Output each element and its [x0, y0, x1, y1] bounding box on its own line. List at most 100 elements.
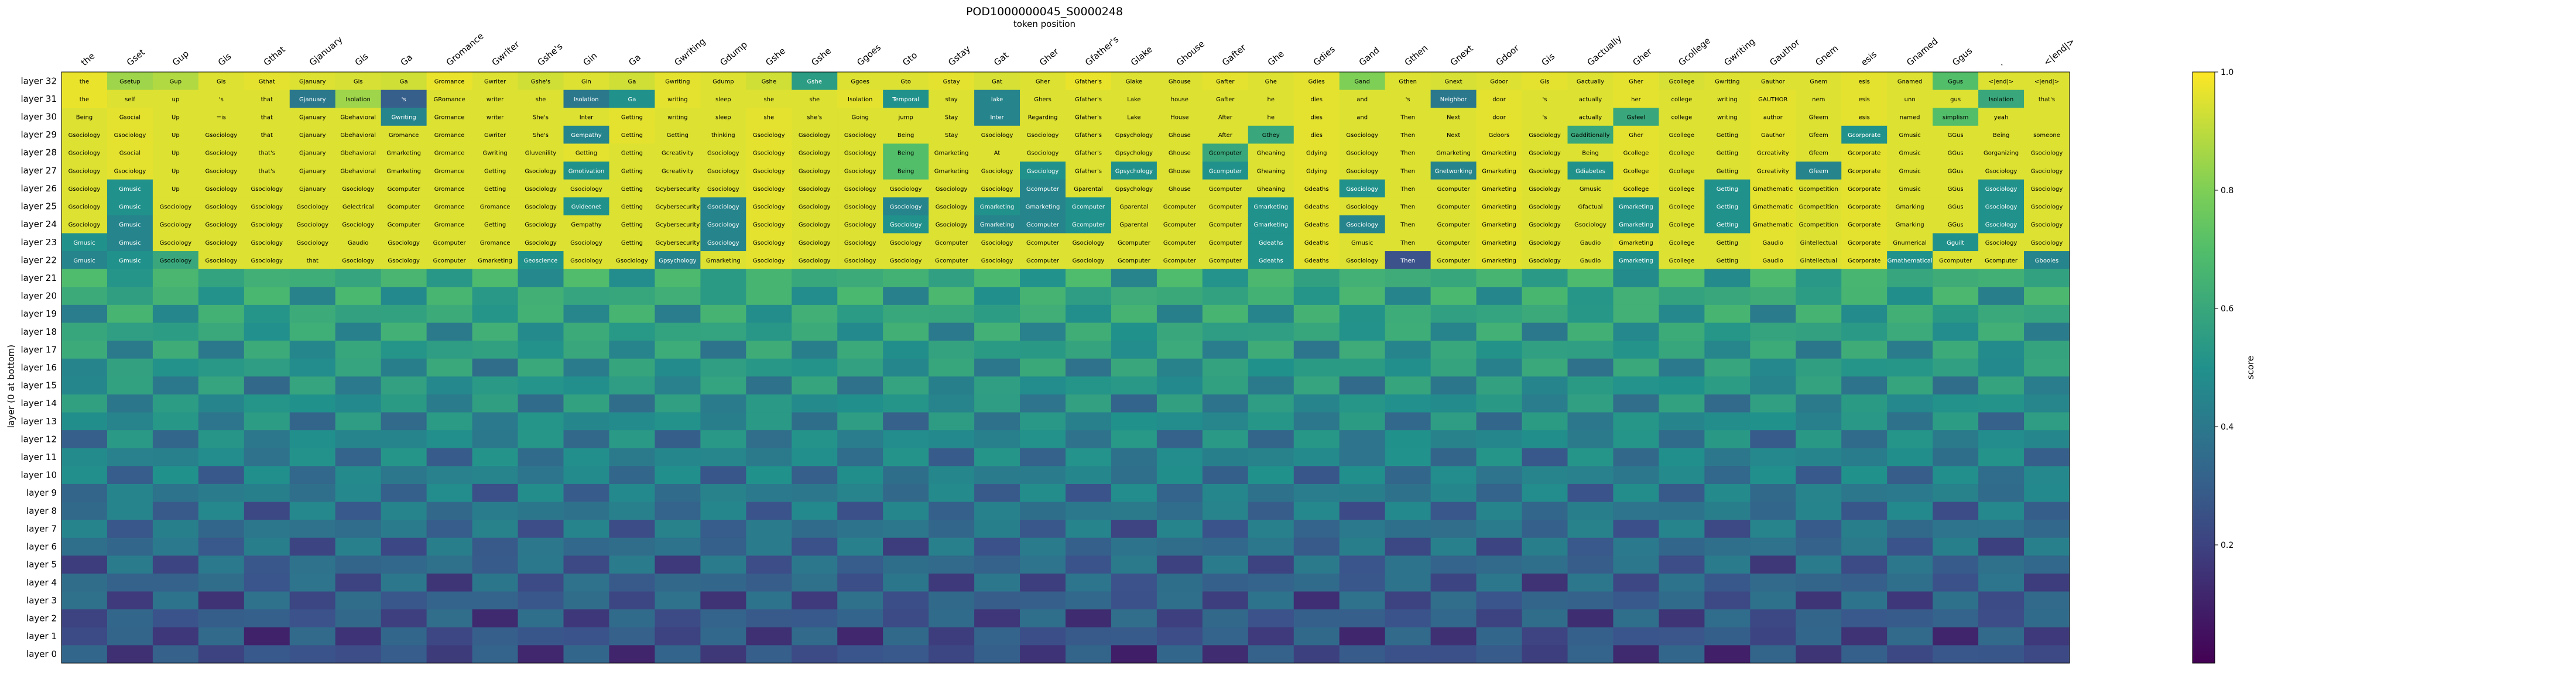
heatmap-cell — [1613, 466, 1659, 485]
cell-label: Gmusic — [1351, 240, 1373, 246]
heatmap-cell — [1933, 609, 1979, 628]
heatmap-cell — [746, 520, 792, 538]
heatmap-cell — [837, 466, 883, 485]
heatmap-cell — [883, 90, 929, 108]
cell-label: Gsociology — [251, 240, 283, 246]
heatmap-cell — [974, 483, 1020, 503]
heatmap-cell — [1887, 609, 1933, 628]
heatmap-cell — [1978, 483, 2025, 503]
heatmap-cell — [1156, 215, 1203, 234]
heatmap-cell — [244, 179, 290, 198]
cell-label: Gmarketing — [1619, 204, 1653, 211]
heatmap-cell — [1066, 304, 1112, 323]
heatmap-cell — [1887, 573, 1933, 592]
heatmap-cell — [1841, 125, 1888, 144]
heatmap-cell — [1659, 90, 1705, 108]
heatmap-cell — [929, 502, 975, 520]
heatmap-cell — [1476, 502, 1523, 520]
heatmap-cell — [152, 304, 199, 323]
heatmap-cell — [974, 358, 1020, 377]
heatmap-cell — [1978, 520, 2025, 538]
heatmap-cell — [518, 304, 564, 323]
heatmap-cell — [335, 591, 382, 610]
cell-label: Gjanuary — [299, 132, 326, 139]
heatmap-cell — [655, 609, 701, 628]
heatmap-cell — [929, 645, 975, 664]
heatmap-cell — [700, 90, 746, 108]
x-tick-label: Gjanuary — [307, 34, 345, 68]
heatmap-cell — [1659, 143, 1705, 162]
heatmap-cell — [198, 72, 245, 91]
heatmap-cell — [1339, 609, 1386, 628]
heatmap-cell — [1293, 412, 1340, 431]
cell-label: Gsociology — [251, 222, 283, 228]
heatmap-cell — [1385, 376, 1431, 395]
cell-label: Gdeaths — [1304, 222, 1329, 228]
heatmap-cell — [1978, 627, 2025, 646]
heatmap-cell — [518, 341, 564, 359]
heatmap-cell — [1202, 179, 1249, 198]
heatmap-cell — [837, 358, 883, 377]
heatmap-cell — [1522, 179, 1568, 198]
cell-label: 's — [402, 97, 406, 103]
colorbar-label: score — [2245, 356, 2256, 379]
cell-label: house — [1171, 97, 1188, 103]
heatmap-cell — [883, 143, 929, 162]
heatmap-cell — [929, 72, 975, 91]
heatmap-cell — [1476, 322, 1523, 341]
heatmap-cell — [883, 591, 929, 610]
heatmap-cell — [1613, 90, 1659, 108]
cell-label: Gmarketing — [934, 168, 969, 174]
cell-label: At — [994, 150, 1001, 157]
heatmap-cell — [792, 627, 838, 646]
heatmap-cell — [974, 341, 1020, 359]
cell-label: Gis — [354, 78, 363, 85]
heatmap-cell — [472, 269, 519, 287]
heatmap-cell — [1156, 90, 1203, 108]
heatmap-cell — [1522, 287, 1568, 306]
heatmap-cell — [563, 483, 609, 503]
heatmap-cell — [1339, 72, 1386, 91]
heatmap-cell — [1613, 233, 1659, 252]
heatmap-cell — [792, 125, 838, 144]
heatmap-cell — [1613, 251, 1659, 270]
heatmap-cell — [335, 466, 382, 485]
heatmap-cell — [1659, 162, 1705, 180]
x-tick-label: Gnamed — [1904, 36, 1940, 68]
heatmap-cell — [1704, 412, 1751, 431]
heatmap-cell — [1887, 233, 1933, 252]
heatmap-cell — [1933, 322, 1979, 341]
heatmap-cell — [1156, 358, 1203, 377]
heatmap-cell — [61, 125, 108, 144]
heatmap-cell — [1293, 645, 1340, 664]
cell-label: Gcreativity — [1757, 168, 1789, 174]
heatmap-cell — [1248, 304, 1294, 323]
cell-label: Gsociology — [525, 222, 557, 228]
heatmap-cell — [426, 394, 473, 413]
cell-label: Gmarketing — [1619, 258, 1653, 264]
cell-label: Gcomputer — [1209, 240, 1242, 246]
cell-label: Gcomputer — [1437, 240, 1471, 246]
cell-label: GGus — [1948, 168, 1964, 174]
heatmap-cell — [426, 72, 473, 91]
cell-label: Getting — [484, 222, 506, 228]
heatmap-cell — [1750, 162, 1796, 180]
heatmap-cell — [1978, 358, 2025, 377]
heatmap-cell — [837, 591, 883, 610]
cell-label: Gsociology — [525, 204, 557, 211]
heatmap-cell — [563, 143, 609, 162]
heatmap-cell — [1704, 269, 1751, 287]
heatmap-cell — [792, 341, 838, 359]
cell-label: Gjanuary — [299, 97, 326, 103]
heatmap-cell — [1339, 376, 1386, 395]
heatmap-cell — [61, 520, 108, 538]
cell-label: Gsociology — [160, 222, 192, 228]
heatmap-cell — [1430, 466, 1477, 485]
heatmap-cell — [426, 233, 473, 252]
heatmap-cell — [746, 555, 792, 574]
heatmap-cell — [335, 520, 382, 538]
heatmap-cell — [1248, 90, 1294, 108]
heatmap-cell — [289, 322, 336, 341]
heatmap-cell — [244, 108, 290, 126]
heatmap-cell — [1385, 72, 1431, 91]
